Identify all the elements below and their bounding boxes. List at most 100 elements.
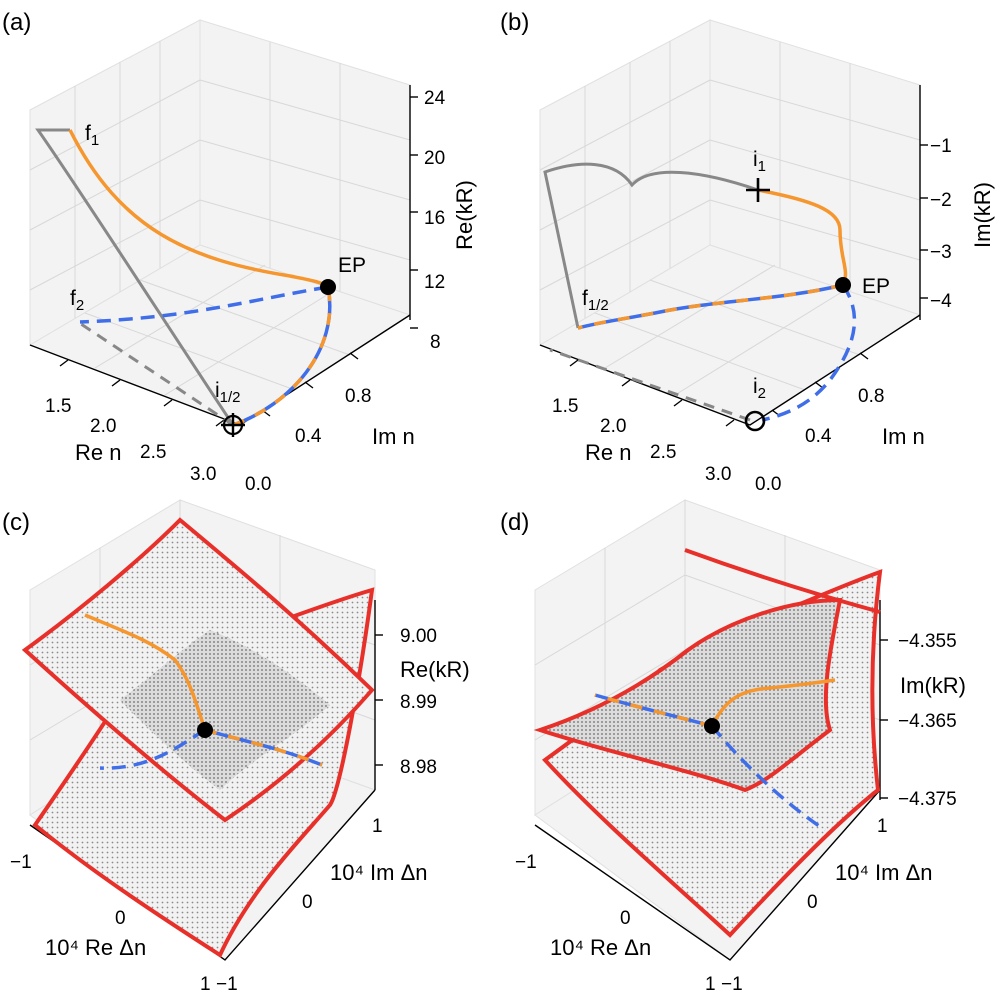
panel-b-y-tick: 0.8 — [858, 386, 884, 407]
panel-c-x-tick: 1 — [200, 974, 211, 995]
panel-d-x-label: 10⁴ Re Δn — [550, 935, 651, 960]
panel-b-y-tick: 0.0 — [755, 474, 781, 495]
panel-c-y-tick: 0 — [302, 892, 313, 913]
panel-c-y-tick: 1 — [372, 816, 383, 837]
panel-d-branch-1 — [710, 678, 836, 727]
panel-a-y-tick: 0.8 — [345, 386, 371, 407]
panel-d-ep-marker — [704, 718, 720, 734]
panel-b-x-tick: 2.5 — [650, 442, 676, 463]
panel-c-common-path-orange — [204, 728, 323, 767]
panel-b-branch-1 — [757, 188, 848, 286]
panel-d-z-tick: −4.365 — [898, 711, 957, 732]
panel-d-common-path-blue — [594, 693, 713, 728]
panel-a-branch-1 — [68, 129, 330, 289]
panel-a-i12-plus — [221, 413, 245, 437]
panel-b-i2-circle — [744, 410, 766, 432]
panel-d-z-tick: −4.355 — [898, 631, 957, 652]
panel-c-ep-region — [120, 630, 330, 790]
panel-c-z-label: Re(kR) — [400, 657, 470, 682]
panel-b-z-tick: −2 — [930, 190, 952, 211]
panel-d-x-tick: 1 — [705, 974, 716, 995]
panel-a-i12-label-sub: 1/2 — [220, 389, 241, 406]
panel-b-z-tick: −1 — [930, 136, 952, 157]
panel-b-z-ticks: −1 −2 −3 −4 — [920, 136, 952, 312]
panel-c-ep-marker — [197, 722, 213, 738]
panel-d-upper-sheet-edge — [684, 548, 881, 614]
panel-b-x-tick: 3.0 — [705, 464, 731, 485]
panel-b-ep-label: EP — [862, 275, 890, 298]
panel-b-i1-main: i — [753, 148, 758, 171]
panel-d-z-label: Im(kR) — [900, 673, 966, 698]
panel-b-branch-2 — [761, 284, 857, 422]
panel-a-x-ticks: 1.5 2.0 2.5 3.0 — [45, 359, 225, 485]
panel-b-x-ticks: 1.5 2.0 2.5 3.0 — [552, 359, 735, 485]
panel-a-f1-sub: 1 — [91, 132, 99, 149]
panel-a-y-ticks: 0.0 0.4 0.8 — [245, 352, 371, 495]
panel-a-x-tick: 2.0 — [90, 416, 116, 437]
panel-c-label: (c) — [2, 509, 30, 536]
panel-a: (a) — [2, 9, 477, 495]
panel-b-i2-sub: 2 — [758, 385, 766, 402]
panel-c-z-tick: 8.99 — [400, 692, 437, 713]
panel-a-x-label: Re n — [75, 440, 121, 465]
panel-b-z-tick: −3 — [930, 242, 952, 263]
panel-a-f1-label: f1 — [85, 122, 99, 149]
panel-a-z-label: Re(kR) — [452, 180, 477, 250]
panel-b-i1-sub: 1 — [758, 158, 766, 175]
panel-a-label: (a) — [2, 9, 31, 36]
panel-b-x-label: Re n — [585, 440, 631, 465]
panel-a-i12-label-main: i — [215, 379, 220, 402]
panel-d-floor-axes — [534, 789, 881, 961]
panel-a-f2-sub: 2 — [76, 297, 84, 314]
panel-b-i1-plus — [746, 178, 770, 202]
panel-c-z-tick: 8.98 — [400, 757, 437, 778]
panel-b-grid — [539, 41, 921, 396]
panel-a-x-tick: 3.0 — [190, 464, 216, 485]
panel-a-f1-main: f — [85, 122, 91, 145]
panel-a-x-tick: 2.5 — [140, 442, 166, 463]
panel-c-branch-2 — [99, 728, 206, 770]
panel-c-branch-1 — [84, 613, 207, 731]
panel-b-z-tick: −4 — [930, 291, 952, 312]
panel-a-ep-marker — [320, 279, 336, 295]
panel-c-y-ticks: −1 0 1 — [216, 816, 383, 995]
panel-a-z-ticks: 24 20 16 12 8 — [410, 88, 446, 353]
panel-c-x-tick: −1 — [10, 852, 32, 873]
panel-b-label: (b) — [500, 9, 529, 36]
panel-a-i12-label: i1/2 — [215, 379, 241, 406]
panel-a-x-tick: 1.5 — [45, 396, 71, 417]
panel-b-y-ticks: 0.0 0.4 0.8 — [755, 352, 884, 495]
panel-b-ep-marker — [835, 277, 851, 293]
panel-c-z-ticks: 9.00 8.99 8.98 — [375, 626, 437, 778]
panel-c-y-label: 10⁴ Im Δn — [330, 860, 428, 885]
panel-b: (b) −1 −2 — [500, 9, 995, 495]
panel-b-i2-label: i2 — [753, 375, 766, 402]
panel-d-y-tick: 1 — [877, 816, 888, 837]
panel-c: (c) 9.00 8.99 8.98 Re(kR) −1 0 1 — [2, 499, 470, 995]
panel-b-z-label: Im(kR) — [970, 182, 995, 248]
panel-b-common-path-orange — [577, 283, 844, 330]
panel-d-x-tick: −1 — [515, 852, 537, 873]
panel-d-y-ticks: −1 0 1 — [721, 816, 888, 995]
panel-b-f12-sub: 1/2 — [588, 297, 609, 314]
panel-b-f12-main: f — [582, 287, 588, 310]
panel-a-y-tick: 0.0 — [245, 474, 271, 495]
panel-a-projection-solid — [35, 128, 235, 426]
panel-b-i1-label: i1 — [753, 148, 766, 175]
panel-c-x-ticks: −1 0 1 — [10, 852, 211, 995]
panel-b-y-label: Im n — [882, 424, 925, 449]
panel-a-f2-main: f — [70, 287, 76, 310]
panel-d: (d) −4.355 −4.365 −4.375 Im(kR) −1 0 1 — [500, 499, 966, 995]
panel-c-y-tick: −1 — [216, 974, 238, 995]
panel-a-projection-dashed — [77, 320, 234, 427]
panel-d-z-ticks: −4.355 −4.365 −4.375 — [880, 631, 957, 810]
panel-a-branch-2 — [79, 285, 329, 324]
panel-a-z-tick: 20 — [424, 148, 445, 169]
panel-a-f2-label: f2 — [70, 287, 84, 314]
panel-b-projection-dashed — [549, 348, 751, 422]
panel-d-upper-sheet — [533, 597, 843, 793]
panel-a-z-tick: 8 — [430, 332, 441, 353]
panel-a-common-path-blue — [232, 286, 332, 427]
panel-b-x-tick: 2.0 — [600, 416, 626, 437]
